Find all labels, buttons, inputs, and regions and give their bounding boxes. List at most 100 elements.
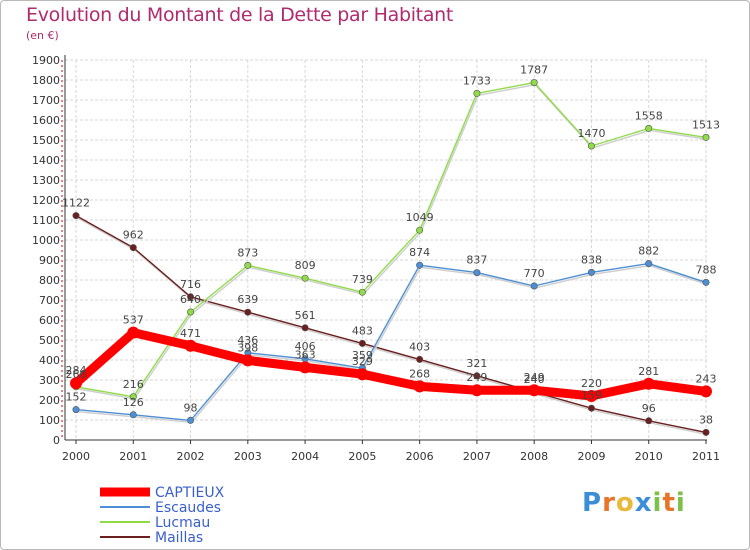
data-point-maillas [358, 339, 366, 347]
series-line-escaudes [75, 262, 707, 422]
data-point-maillas [129, 244, 137, 252]
data-label-escaudes: 359 [352, 349, 373, 362]
data-label-maillas: 1122 [62, 197, 90, 210]
data-point-lucmau [244, 261, 252, 269]
x-tick-label: 2001 [119, 450, 147, 463]
x-tick-label: 2010 [635, 450, 663, 463]
proxiti-logo: Proxiti [582, 488, 686, 518]
data-label-captieux: 284 [66, 364, 87, 377]
data-point-maillas [587, 404, 595, 412]
data-label-escaudes: 874 [409, 246, 430, 259]
data-point-lucmau [129, 393, 137, 401]
data-label-maillas: 561 [295, 309, 316, 322]
data-label-captieux: 249 [466, 371, 487, 384]
legend-label-captieux: CAPTIEUX [155, 485, 225, 501]
y-tick-label: 800 [39, 274, 60, 287]
y-tick-label: 1100 [32, 214, 60, 227]
x-tick-label: 2005 [348, 450, 376, 463]
data-point-captieux [356, 368, 369, 381]
logo-letter: P [582, 488, 603, 518]
data-label-escaudes: 126 [123, 396, 144, 409]
data-label-captieux: 249 [524, 371, 545, 384]
data-label-escaudes: 436 [237, 334, 258, 347]
y-tick-label: 1300 [32, 174, 60, 187]
data-point-escaudes [530, 282, 538, 290]
data-label-escaudes: 882 [638, 245, 659, 258]
y-tick-label: 900 [39, 254, 60, 267]
data-point-lucmau [187, 308, 195, 316]
x-tick-label: 2003 [234, 450, 262, 463]
series-shadow-maillas [76, 216, 708, 436]
data-point-maillas [244, 308, 252, 316]
data-label-captieux: 243 [696, 372, 717, 385]
data-label-lucmau: 266 [66, 368, 87, 381]
data-point-lucmau [473, 89, 481, 97]
data-point-maillas [702, 428, 710, 436]
data-point-lucmau [301, 274, 309, 282]
logo-letter: x [634, 488, 653, 518]
data-point-captieux [241, 354, 254, 367]
y-tick-label: 700 [39, 294, 60, 307]
data-point-escaudes [129, 411, 137, 419]
logo-letter: r [602, 488, 616, 518]
data-point-maillas [72, 212, 80, 220]
logo-letter: t [662, 488, 676, 518]
legend-label-escaudes: Escaudes [155, 500, 221, 516]
data-label-captieux: 471 [180, 327, 201, 340]
data-label-maillas: 716 [180, 278, 201, 291]
data-point-escaudes [473, 269, 481, 277]
data-label-lucmau: 640 [180, 293, 201, 306]
data-point-escaudes [645, 260, 653, 268]
data-label-escaudes: 770 [524, 267, 545, 280]
y-tick-label: 1700 [32, 94, 60, 107]
data-label-maillas: 159 [581, 389, 602, 402]
data-label-lucmau: 1513 [692, 118, 720, 131]
series-line-maillas [75, 214, 707, 434]
y-tick-label: 300 [39, 374, 60, 387]
data-point-lucmau [416, 226, 424, 234]
series-line-lucmau [75, 81, 707, 398]
y-tick-label: 200 [39, 394, 60, 407]
logo-letter: o [615, 488, 635, 518]
data-point-captieux [413, 380, 426, 393]
chart-subtitle: (en €) [26, 29, 59, 42]
data-label-captieux: 220 [581, 377, 602, 390]
data-label-escaudes: 837 [466, 254, 487, 267]
y-tick-label: 1200 [32, 194, 60, 207]
data-point-lucmau [702, 133, 710, 141]
data-point-escaudes [72, 406, 80, 414]
data-label-escaudes: 838 [581, 253, 602, 266]
data-label-lucmau: 1733 [463, 74, 491, 87]
data-label-maillas: 96 [642, 402, 656, 415]
data-point-maillas [301, 324, 309, 332]
y-tick-label: 500 [39, 334, 60, 347]
data-point-captieux [700, 385, 712, 398]
data-label-lucmau: 739 [352, 273, 373, 286]
data-label-maillas: 483 [352, 324, 373, 337]
logo-letter: i [652, 488, 663, 518]
data-point-captieux [528, 384, 541, 397]
series-shadow-escaudes [76, 264, 708, 424]
y-tick-label: 1500 [32, 134, 60, 147]
data-point-escaudes [702, 278, 710, 286]
data-point-captieux [470, 384, 483, 397]
x-tick-label: 2008 [520, 450, 548, 463]
logo-letter: i [675, 488, 686, 518]
data-label-maillas: 639 [237, 293, 258, 306]
legend-label-maillas: Maillas [155, 530, 203, 546]
data-label-maillas: 962 [123, 229, 144, 242]
series-shadow-lucmau [76, 83, 708, 400]
y-tick-label: 1800 [32, 74, 60, 87]
y-tick-label: 600 [39, 314, 60, 327]
x-tick-label: 2009 [577, 450, 605, 463]
data-label-maillas: 403 [409, 340, 430, 353]
data-label-lucmau: 1558 [635, 109, 663, 122]
data-label-captieux: 329 [352, 355, 373, 368]
data-label-captieux: 537 [123, 314, 144, 327]
data-label-lucmau: 216 [123, 378, 144, 391]
data-point-lucmau [530, 79, 538, 87]
data-point-escaudes [587, 268, 595, 276]
data-label-lucmau: 873 [237, 246, 258, 259]
